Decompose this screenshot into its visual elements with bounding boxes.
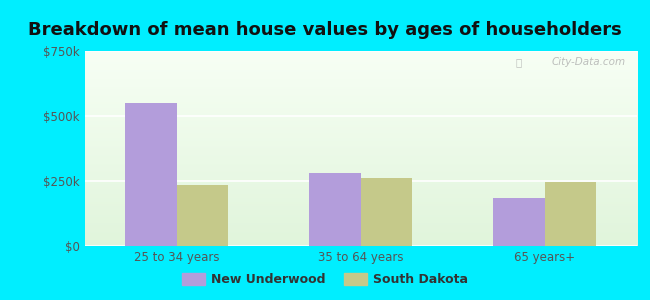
Bar — [125, 103, 177, 246]
Bar — [545, 182, 597, 246]
Bar — [361, 178, 412, 246]
Legend: New Underwood, South Dakota: New Underwood, South Dakota — [177, 268, 473, 291]
Text: Breakdown of mean house values by ages of householders: Breakdown of mean house values by ages o… — [28, 21, 622, 39]
Text: Ⓢ: Ⓢ — [515, 57, 522, 67]
Bar — [309, 173, 361, 246]
Text: City-Data.com: City-Data.com — [552, 57, 626, 67]
Bar — [177, 185, 228, 246]
Bar — [493, 198, 545, 246]
